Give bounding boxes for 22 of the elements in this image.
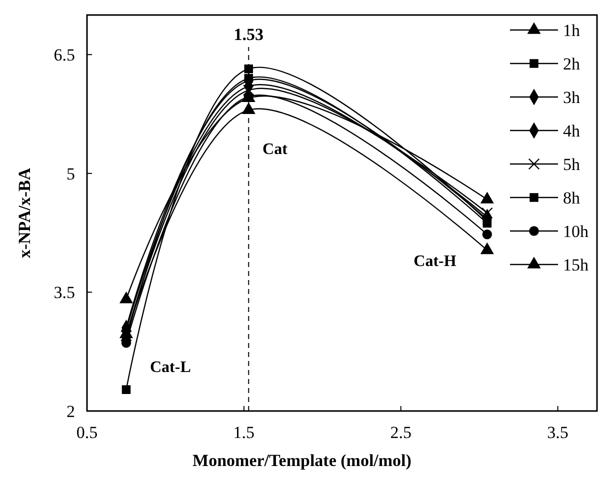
- y-tick-label: 2: [66, 402, 75, 421]
- x-tick-label: 3.5: [547, 423, 568, 442]
- annotation: Cat-L: [150, 359, 191, 376]
- x-axis-title: Monomer/Template (mol/mol): [192, 451, 412, 470]
- legend-label: 5h: [563, 155, 580, 174]
- legend-label: 8h: [563, 188, 580, 208]
- legend-label: 2h: [563, 54, 580, 74]
- legend-label: 1h: [563, 21, 580, 40]
- legend-label: 3h: [563, 88, 580, 107]
- ref-line-label: 1.53: [234, 25, 264, 44]
- y-tick-label: 6.5: [54, 46, 75, 65]
- annotation: Cat-H: [414, 253, 457, 270]
- y-tick-label: 5: [66, 164, 75, 184]
- legend-label: 10h: [563, 222, 589, 241]
- x-tick-label: 0.5: [76, 423, 98, 442]
- x-tick-label: 1.5: [233, 423, 255, 442]
- legend-label: 4h: [563, 122, 580, 140]
- x-tick-label: 2.5: [390, 423, 412, 442]
- annotation: Cat: [262, 141, 288, 158]
- y-tick-label: 3.5: [54, 283, 75, 302]
- y-axis-title: x-NPA/x-BA: [15, 167, 34, 258]
- legend-label: 15h: [563, 256, 589, 274]
